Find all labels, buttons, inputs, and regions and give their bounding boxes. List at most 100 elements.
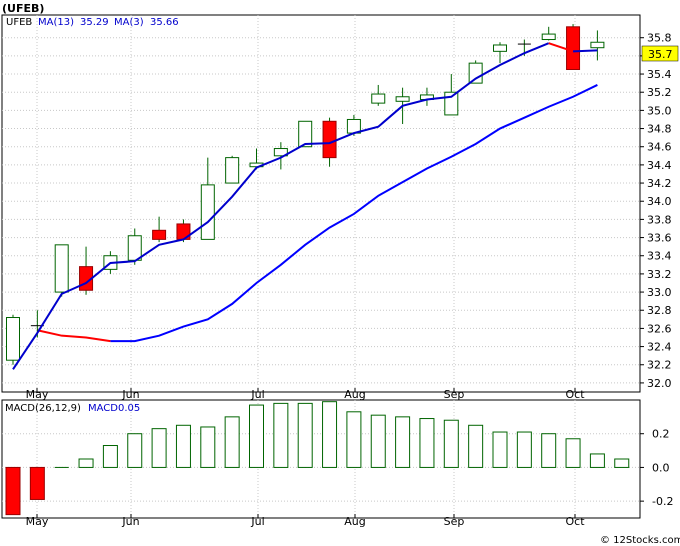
price-tick-label: 34.8 <box>647 123 672 136</box>
candle <box>493 42 507 64</box>
macd-bar <box>589 453 605 468</box>
watermark: © 12Stocks.com <box>600 535 680 546</box>
price-tick-label: 34.2 <box>647 177 672 190</box>
month-label: Aug <box>344 515 365 528</box>
month-label: Oct <box>565 515 585 528</box>
price-panel: 32.0 32.2 32.4 32.6 32.8 33.0 33.2 33.4 33.6 33.8… <box>1 14 679 393</box>
month-label: May <box>26 388 49 401</box>
ma3-line-up <box>110 84 598 343</box>
price-legend: UFEB MA(13) 35.29 MA(3) 35.66 <box>6 17 179 28</box>
macd-legend-label: MACD <box>88 403 118 414</box>
candle <box>298 120 313 148</box>
candle-body <box>127 235 142 261</box>
last-price-marker: 35.7 <box>641 45 679 62</box>
price-tick-label: 33.4 <box>647 250 672 263</box>
ma13-line-end <box>573 49 598 53</box>
ma13-line-down <box>548 42 574 53</box>
candle <box>273 142 288 170</box>
price-panel-frame <box>1 14 641 393</box>
legend-ma3-label: MA(3) <box>114 17 144 28</box>
legend-ma13-value: 35.29 <box>80 17 109 28</box>
macd-legend-name: MACD(26,12,9) <box>5 403 81 414</box>
price-tick-label: 33.6 <box>647 232 672 245</box>
macd-bar <box>614 458 630 468</box>
month-label: Jul <box>250 515 264 528</box>
macd-legend-value: 0.05 <box>118 403 140 414</box>
legend-ma13-label: MA(13) <box>38 17 74 28</box>
candle-body <box>322 120 337 159</box>
macd-panel: 0.2 0.0 -0.2 MACD(26,12,9) MACD 0.05 <box>1 399 673 519</box>
month-label: Oct <box>565 388 585 401</box>
macd-bar <box>516 431 532 468</box>
macd-bar <box>127 433 143 468</box>
macd-bars <box>5 401 630 516</box>
macd-bar <box>29 466 45 500</box>
macd-bar <box>492 431 508 468</box>
price-tick-label: 35.0 <box>647 104 672 117</box>
candle-body <box>152 229 167 240</box>
month-label: Aug <box>344 388 365 401</box>
price-tick-label: 33.2 <box>647 268 672 281</box>
price-tick-label: 33.0 <box>647 286 672 299</box>
candle <box>200 157 215 240</box>
month-label: Jun <box>121 388 139 401</box>
chart-title: (UFEB) <box>2 2 44 15</box>
macd-bar <box>346 411 362 468</box>
candle-body <box>395 96 410 102</box>
month-label: Sep <box>444 515 465 528</box>
ma13-line-main <box>12 42 550 370</box>
month-label: Jun <box>121 515 139 528</box>
macd-bar <box>249 404 264 468</box>
macd-bar <box>5 466 21 516</box>
legend-ticker: UFEB <box>6 17 32 28</box>
month-labels-macd: May Jun Jul Aug Sep Oct <box>26 514 585 528</box>
candle-body <box>298 120 313 148</box>
candle <box>152 216 167 243</box>
price-tick-label: 32.0 <box>647 377 672 390</box>
ma13-line <box>12 42 598 370</box>
price-tick-label: 34.6 <box>647 141 672 154</box>
candles <box>6 24 605 365</box>
price-y-axis: 32.0 32.2 32.4 32.6 32.8 33.0 33.2 33.4 33.6 33.8… <box>640 32 672 390</box>
price-tick-label: 33.8 <box>647 213 672 226</box>
macd-y-axis: 0.2 0.0 -0.2 <box>640 428 673 508</box>
price-tick-label: 32.6 <box>647 322 672 335</box>
candle <box>6 314 20 365</box>
candle-body <box>590 41 605 49</box>
macd-bar <box>151 428 167 468</box>
month-label: May <box>26 515 49 528</box>
macd-bar <box>78 458 94 468</box>
candle <box>54 244 69 297</box>
candle-body <box>54 244 69 293</box>
month-labels-price: May Jun Jul Aug Sep Oct <box>26 388 585 401</box>
candle-body <box>371 93 386 104</box>
month-label: Jul <box>250 388 264 401</box>
macd-tick-label: 0.0 <box>652 461 670 474</box>
macd-bar <box>541 433 557 468</box>
macd-bar <box>297 402 313 468</box>
price-tick-label: 32.8 <box>647 304 672 317</box>
candle <box>566 24 581 71</box>
macd-bar <box>200 426 216 468</box>
price-grid <box>2 15 640 392</box>
macd-bar <box>419 418 435 468</box>
candle-body <box>6 317 20 361</box>
macd-bar <box>224 416 240 468</box>
candle-body <box>225 157 240 184</box>
candle-body <box>468 62 483 84</box>
macd-bar <box>395 416 411 468</box>
macd-tick-label: -0.2 <box>652 495 673 508</box>
price-tick-label: 32.4 <box>647 341 672 354</box>
candle <box>590 30 605 61</box>
candle-body <box>200 184 215 240</box>
macd-bar <box>322 401 338 468</box>
ma3-line-down <box>37 329 111 343</box>
macd-bar <box>273 402 289 468</box>
candle <box>225 155 240 184</box>
macd-bar <box>565 438 581 468</box>
price-tick-label: 35.8 <box>647 32 672 45</box>
candle-body <box>273 148 288 157</box>
macd-bar <box>370 414 386 468</box>
candle <box>541 26 556 41</box>
